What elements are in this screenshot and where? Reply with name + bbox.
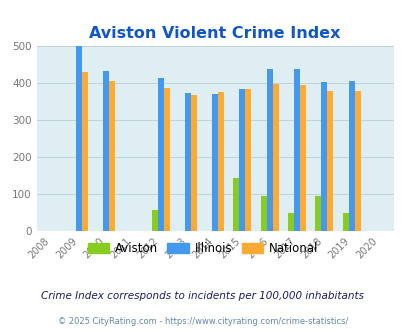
- Text: © 2025 CityRating.com - https://www.cityrating.com/crime-statistics/: © 2025 CityRating.com - https://www.city…: [58, 317, 347, 326]
- Bar: [315, 195, 320, 231]
- Title: Aviston Violent Crime Index: Aviston Violent Crime Index: [89, 26, 340, 41]
- Bar: [184, 93, 190, 231]
- Text: Crime Index corresponds to incidents per 100,000 inhabitants: Crime Index corresponds to incidents per…: [41, 291, 364, 301]
- Bar: [190, 95, 196, 231]
- Bar: [287, 213, 293, 231]
- Bar: [293, 70, 299, 231]
- Legend: Aviston, Illinois, National: Aviston, Illinois, National: [83, 237, 322, 260]
- Bar: [354, 91, 360, 231]
- Bar: [260, 195, 266, 231]
- Bar: [233, 178, 239, 231]
- Bar: [266, 69, 272, 231]
- Bar: [157, 78, 163, 231]
- Bar: [320, 82, 326, 231]
- Bar: [272, 84, 278, 231]
- Bar: [245, 89, 251, 231]
- Bar: [239, 89, 245, 231]
- Bar: [82, 72, 87, 231]
- Bar: [217, 92, 224, 231]
- Bar: [212, 94, 217, 231]
- Bar: [347, 81, 354, 231]
- Bar: [163, 87, 169, 231]
- Bar: [151, 210, 157, 231]
- Bar: [76, 46, 82, 231]
- Bar: [109, 81, 115, 231]
- Bar: [326, 90, 333, 231]
- Bar: [342, 213, 347, 231]
- Bar: [299, 85, 305, 231]
- Bar: [103, 71, 109, 231]
